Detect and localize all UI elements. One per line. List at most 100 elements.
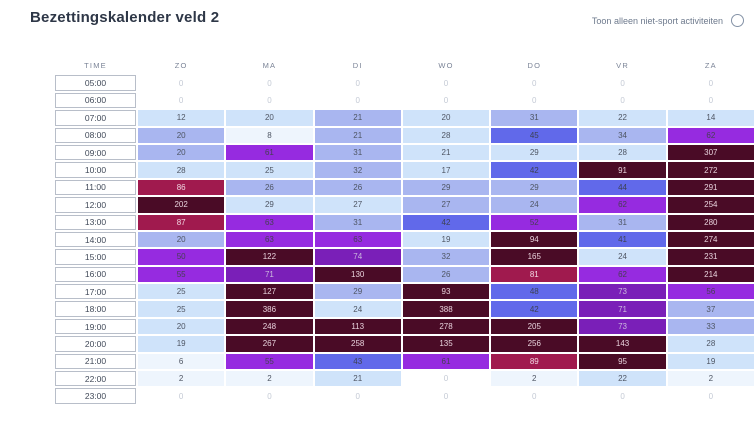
- heatmap-cell: 0: [314, 388, 401, 404]
- heatmap-cell: 0: [579, 388, 666, 404]
- heatmap-cell: 21: [314, 371, 401, 387]
- heatmap-cell: 63: [226, 214, 313, 230]
- time-cell: 08:00: [55, 127, 136, 143]
- heatmap-cell: 33: [667, 318, 754, 335]
- heatmap-cell: 29: [226, 197, 313, 213]
- heatmap-cell: 31: [314, 214, 401, 230]
- heatmap-cell: 14: [667, 110, 754, 126]
- heatmap-cell: 28: [579, 144, 666, 161]
- heatmap-cell: 0: [491, 75, 578, 91]
- heatmap-cell: 29: [314, 284, 401, 300]
- heatmap-cell: 19: [138, 336, 225, 352]
- heatmap-cell: 0: [402, 92, 490, 109]
- heatmap-cell: 113: [314, 318, 401, 335]
- heatmap-cell: 25: [138, 301, 225, 317]
- heatmap-cell: 37: [667, 301, 754, 317]
- heatmap-cell: 24: [579, 249, 666, 265]
- heatmap-cell: 42: [491, 301, 578, 317]
- heatmap-cell: 20: [402, 110, 490, 126]
- heatmap-cell: 278: [402, 318, 490, 335]
- heatmap-cell: 29: [402, 179, 490, 196]
- column-header-day-za: ZA: [704, 61, 717, 71]
- heatmap-cell: 71: [579, 301, 666, 317]
- column-header-day-di: DI: [352, 61, 363, 71]
- heatmap-cell: 62: [667, 127, 754, 143]
- heatmap-cell: 91: [579, 162, 666, 178]
- heatmap-cell: 42: [402, 214, 490, 230]
- heatmap-cell: 0: [491, 388, 578, 404]
- heatmap-cell: 86: [138, 179, 225, 196]
- heatmap-cell: 32: [402, 249, 490, 265]
- heatmap-cell: 74: [314, 249, 401, 265]
- heatmap-cell: 94: [491, 231, 578, 248]
- heatmap-cell: 214: [667, 266, 754, 283]
- heatmap-cell: 28: [667, 336, 754, 352]
- heatmap-cell: 0: [138, 388, 225, 404]
- heatmap-cell: 0: [579, 75, 666, 91]
- heatmap-cell: 20: [138, 127, 225, 143]
- heatmap-cell: 272: [667, 162, 754, 178]
- heatmap-cell: 127: [226, 284, 313, 300]
- time-cell: 12:00: [55, 197, 136, 213]
- heatmap-cell: 0: [402, 371, 490, 387]
- heatmap-cell: 71: [226, 266, 313, 283]
- heatmap-cell: 386: [226, 301, 313, 317]
- heatmap-cell: 248: [226, 318, 313, 335]
- heatmap-cell: 22: [579, 110, 666, 126]
- heatmap-cell: 143: [579, 336, 666, 352]
- heatmap-cell: 0: [314, 75, 401, 91]
- time-cell: 22:00: [55, 371, 136, 387]
- heatmap-cell: 21: [314, 110, 401, 126]
- heatmap-cell: 165: [491, 249, 578, 265]
- time-cell: 23:00: [55, 388, 136, 404]
- heatmap-cell: 258: [314, 336, 401, 352]
- heatmap-cell: 93: [402, 284, 490, 300]
- heatmap-cell: 0: [138, 75, 225, 91]
- column-header-day-do: DO: [527, 61, 542, 71]
- heatmap-cell: 0: [491, 92, 578, 109]
- heatmap-cell: 27: [402, 197, 490, 213]
- heatmap-cell: 61: [226, 144, 313, 161]
- heatmap-cell: 130: [314, 266, 401, 283]
- heatmap-cell: 50: [138, 249, 225, 265]
- heatmap-cell: 44: [579, 179, 666, 196]
- radio-circle-icon[interactable]: [731, 14, 744, 27]
- heatmap-cell: 256: [491, 336, 578, 352]
- heatmap-cell: 42: [491, 162, 578, 178]
- heatmap-cell: 28: [138, 162, 225, 178]
- heatmap-cell: 0: [138, 92, 225, 109]
- heatmap-cell: 25: [226, 162, 313, 178]
- heatmap-cell: 25: [138, 284, 225, 300]
- heatmap-cell: 87: [138, 214, 225, 230]
- heatmap-cell: 307: [667, 144, 754, 161]
- time-cell: 19:00: [55, 318, 136, 335]
- heatmap-cell: 95: [579, 353, 666, 370]
- heatmap-cell: 2: [491, 371, 578, 387]
- non-sport-activities-toggle[interactable]: Toon alleen niet-sport activiteiten: [592, 14, 744, 27]
- heatmap-cell: 41: [579, 231, 666, 248]
- column-header-day-zo: ZO: [174, 61, 188, 71]
- heatmap-cell: 231: [667, 249, 754, 265]
- heatmap-cell: 6: [138, 353, 225, 370]
- heatmap-cell: 63: [314, 231, 401, 248]
- time-cell: 14:00: [55, 231, 136, 248]
- time-cell: 06:00: [55, 92, 136, 109]
- heatmap-cell: 55: [226, 353, 313, 370]
- heatmap-cell: 254: [667, 197, 754, 213]
- heatmap-cell: 0: [667, 92, 754, 109]
- heatmap-cell: 21: [314, 127, 401, 143]
- heatmap-cell: 274: [667, 231, 754, 248]
- heatmap-cell: 32: [314, 162, 401, 178]
- heatmap-cell: 291: [667, 179, 754, 196]
- time-cell: 13:00: [55, 214, 136, 230]
- heatmap-cell: 2: [667, 371, 754, 387]
- heatmap-cell: 34: [579, 127, 666, 143]
- toggle-label: Toon alleen niet-sport activiteiten: [591, 15, 723, 26]
- heatmap-cell: 19: [402, 231, 490, 248]
- heatmap-cell: 0: [579, 92, 666, 109]
- heatmap-cell: 31: [491, 110, 578, 126]
- time-cell: 09:00: [55, 144, 136, 161]
- time-cell: 17:00: [55, 284, 136, 300]
- heatmap-cell: 8: [226, 127, 313, 143]
